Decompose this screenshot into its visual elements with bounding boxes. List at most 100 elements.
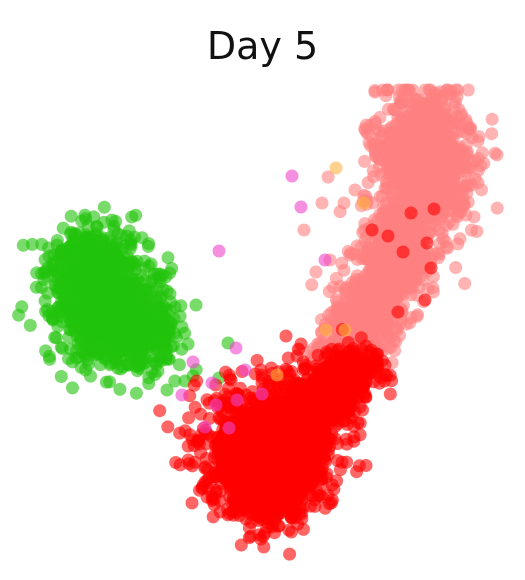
scatter-point: [160, 284, 174, 298]
scatter-point: [405, 192, 419, 206]
scatter-point: [69, 351, 83, 365]
scatter-point: [117, 239, 131, 253]
scatter-point: [381, 217, 395, 231]
scatter-point: [99, 282, 113, 296]
scatter-point: [93, 245, 107, 258]
scatter-point: [50, 234, 64, 247]
scatter-point: [105, 253, 119, 267]
scatter-point: [337, 263, 351, 277]
scatter-point: [81, 353, 95, 367]
scatter-point: [190, 435, 204, 449]
scatter-point: [70, 256, 84, 270]
scatter-point: [66, 381, 79, 395]
scatter-point: [429, 213, 443, 227]
scatter-point: [200, 463, 214, 477]
scatter-point: [408, 153, 422, 167]
scatter-point: [56, 246, 70, 260]
scatter-point: [366, 252, 380, 266]
scatter-point: [382, 182, 396, 196]
scatter-point: [257, 540, 271, 554]
scatter-point: [375, 128, 389, 142]
scatter-point: [138, 261, 152, 275]
scatter-point: [465, 154, 479, 168]
scatter-point: [70, 301, 84, 315]
scatter-point: [401, 83, 415, 97]
scatter-point: [437, 151, 451, 165]
scatter-point: [83, 324, 97, 337]
scatter-point: [117, 319, 131, 333]
scatter-point: [93, 358, 107, 372]
scatter-point: [381, 277, 395, 291]
scatter-point: [142, 237, 156, 251]
scatter-point: [370, 290, 384, 304]
scatter-point: [90, 220, 104, 234]
scatter-point: [309, 265, 323, 279]
scatter-point: [397, 124, 411, 138]
scatter-point: [369, 311, 383, 324]
scatter-point: [348, 183, 362, 197]
points-layer: [12, 83, 504, 561]
scatter-point: [125, 255, 139, 269]
scatter-point: [263, 425, 277, 439]
scatter-point: [430, 103, 444, 117]
scatter-point: [153, 404, 167, 418]
scatter-point: [485, 112, 499, 126]
scatter-point: [404, 311, 418, 325]
scatter-point: [160, 349, 174, 363]
scatter-point: [392, 136, 406, 150]
scatter-point: [305, 278, 319, 292]
scatter-point: [195, 481, 209, 494]
chart-title: Day 5: [206, 24, 319, 68]
scatter-point: [264, 439, 278, 452]
scatter-point: [408, 227, 422, 241]
scatter-point: [168, 300, 182, 314]
scatter-point: [461, 121, 475, 135]
scatter-point: [461, 83, 475, 97]
scatter-point: [15, 300, 29, 314]
scatter-point: [325, 478, 339, 492]
scatter-point: [488, 146, 502, 160]
scatter-point: [113, 382, 127, 396]
scatter-point: [42, 249, 56, 263]
scatter-point: [387, 287, 400, 300]
scatter-point: [67, 324, 81, 338]
scatter-point: [68, 276, 82, 290]
scatter-point: [227, 460, 241, 474]
scatter-point: [16, 238, 30, 252]
scatter-point: [85, 267, 99, 281]
scatter-point: [131, 273, 145, 287]
scatter-point: [472, 130, 486, 144]
scatter-point: [381, 341, 395, 355]
scatter-point: [116, 336, 130, 350]
scatter-point: [313, 489, 326, 502]
scatter-point: [41, 303, 54, 317]
scatter-point: [358, 154, 372, 168]
scatter-point: [370, 276, 384, 290]
scatter-point: [23, 318, 37, 332]
scatter-point: [175, 320, 189, 334]
scatter-point: [42, 349, 56, 363]
scatter-point: [48, 279, 62, 293]
scatter-point: [471, 176, 485, 190]
scatter-point: [49, 331, 63, 345]
scatter-point: [109, 214, 123, 228]
scatter-point: [446, 139, 460, 153]
scatter-point: [182, 457, 196, 471]
scatter-point: [215, 449, 229, 463]
scatter-point: [449, 95, 462, 109]
scatter-point: [157, 314, 171, 328]
scatter-point: [54, 370, 68, 383]
scatter-point: [181, 337, 195, 351]
scatter-point: [301, 457, 315, 471]
scatter-point: [248, 428, 262, 442]
scatter-point: [405, 178, 419, 192]
scatter-point: [335, 455, 349, 469]
scatter-point: [421, 282, 435, 296]
scatter-point: [115, 282, 129, 296]
scatter-point: [385, 120, 399, 134]
scatter-point: [470, 224, 484, 238]
scatter-point: [485, 127, 499, 141]
scatter-point: [395, 95, 409, 109]
scatter-point: [80, 280, 94, 294]
